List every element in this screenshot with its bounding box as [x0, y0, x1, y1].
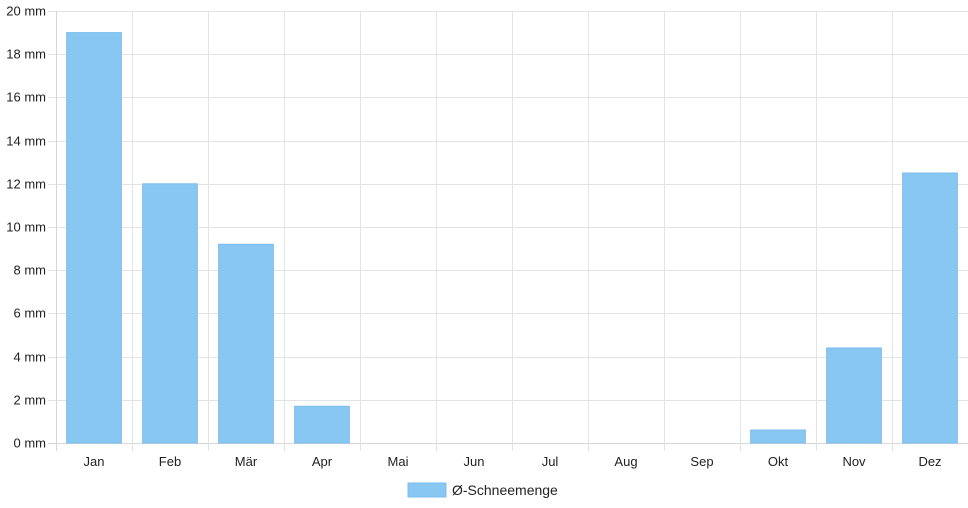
x-tick-label: Mär [235, 454, 258, 469]
x-tick-label: Sep [690, 454, 713, 469]
bar-okt[interactable] [750, 429, 806, 444]
bar-jan[interactable] [66, 32, 122, 444]
x-tick-label: Okt [768, 454, 789, 469]
x-tick-label: Nov [842, 454, 866, 469]
legend-swatch [407, 482, 447, 498]
y-tick-label: 8 mm [14, 263, 47, 278]
y-tick-label: 2 mm [14, 393, 47, 408]
x-tick-label: Mai [388, 454, 409, 469]
y-tick-label: 14 mm [6, 134, 46, 149]
y-tick-label: 16 mm [6, 90, 46, 105]
grid-lines [48, 11, 968, 451]
y-tick-label: 20 mm [6, 4, 46, 19]
legend-label: Ø-Schneemenge [452, 482, 558, 498]
bar-apr[interactable] [294, 405, 350, 444]
y-tick-label: 18 mm [6, 47, 46, 62]
x-tick-label: Apr [312, 454, 333, 469]
legend[interactable]: Ø-Schneemenge [407, 482, 558, 498]
x-tick-label: Jan [84, 454, 105, 469]
y-tick-label: 6 mm [14, 306, 47, 321]
bar-dez[interactable] [902, 172, 958, 444]
x-tick-label: Aug [614, 454, 637, 469]
x-tick-label: Dez [918, 454, 941, 469]
bar-feb[interactable] [142, 183, 198, 444]
x-tick-label: Jun [464, 454, 485, 469]
x-tick-label: Jul [542, 454, 559, 469]
y-tick-label: 10 mm [6, 220, 46, 235]
y-tick-label: 12 mm [6, 177, 46, 192]
bar-mär[interactable] [218, 243, 274, 444]
x-tick-label: Feb [159, 454, 181, 469]
bars [66, 32, 958, 444]
bar-nov[interactable] [826, 347, 882, 444]
y-axis-ticks: 0 mm 2 mm 4 mm 6 mm 8 mm 10 mm 12 mm 14 mm 16 mm… [6, 4, 46, 451]
x-axis-ticks: Jan Feb Mär Apr Mai Jun Jul Aug Sep Okt Nov Dez [84, 454, 942, 469]
y-tick-label: 4 mm [14, 350, 47, 365]
y-tick-label: 0 mm [14, 436, 47, 451]
